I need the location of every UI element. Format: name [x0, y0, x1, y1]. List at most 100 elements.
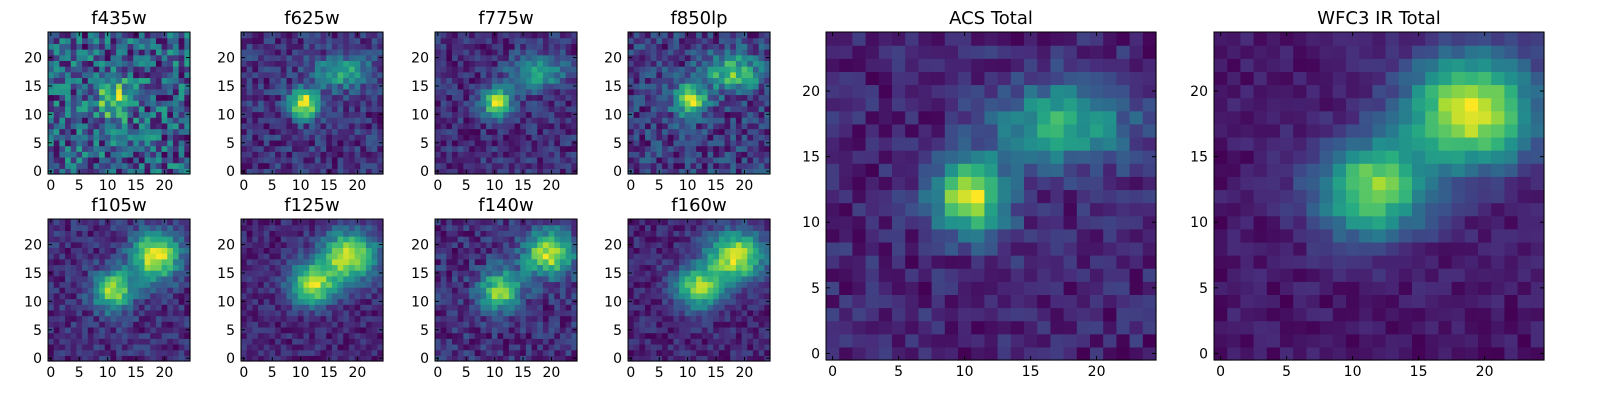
- heatmap-cell: [292, 241, 299, 248]
- heatmap-cell: [82, 253, 89, 260]
- heatmap-cell: [690, 88, 697, 96]
- heatmap-cell: [520, 88, 527, 96]
- heatmap-cell: [87, 355, 95, 362]
- heatmap-cell: [184, 321, 191, 328]
- heatmap-cell: [491, 332, 499, 339]
- heatmap-cell: [747, 88, 754, 96]
- heatmap-cell: [554, 122, 561, 130]
- heatmap-cell: [633, 43, 640, 50]
- heatmap-cell: [246, 224, 253, 231]
- x-tick-label: 15: [514, 178, 532, 194]
- heatmap-cell: [656, 156, 663, 164]
- heatmap-cell: [491, 270, 499, 277]
- heatmap-cell: [70, 162, 77, 169]
- heatmap-cell: [565, 355, 572, 362]
- heatmap-cell: [469, 247, 476, 254]
- heatmap-cell: [53, 230, 60, 237]
- heatmap-cell: [65, 326, 72, 334]
- heatmap-cell: [730, 309, 737, 317]
- heatmap-cell: [508, 292, 516, 300]
- heatmap-cell: [469, 111, 476, 118]
- heatmap-cell: [144, 355, 151, 362]
- heatmap-cell: [292, 264, 299, 271]
- y-tick-label: 20: [217, 238, 235, 254]
- heatmap-cell: [275, 105, 282, 113]
- heatmap-cell: [292, 298, 299, 305]
- heatmap-cell: [292, 326, 299, 334]
- heatmap-cell: [116, 94, 123, 101]
- heatmap-cell: [155, 145, 163, 152]
- heatmap-cell: [730, 77, 737, 84]
- heatmap-cell: [730, 338, 737, 345]
- heatmap-cell: [537, 247, 544, 254]
- heatmap-cell: [508, 139, 516, 147]
- heatmap-cell: [87, 338, 95, 345]
- heatmap-cell: [246, 292, 253, 300]
- heatmap-cell: [486, 253, 493, 260]
- heatmap-cell: [360, 139, 367, 147]
- heatmap-cell: [537, 128, 544, 135]
- heatmap-cell: [82, 37, 89, 44]
- heatmap-cell: [718, 275, 726, 283]
- heatmap-cell: [474, 94, 482, 101]
- heatmap-cell: [87, 253, 95, 260]
- heatmap-cell: [656, 309, 663, 317]
- heatmap-cell: [331, 134, 339, 141]
- heatmap-cell: [503, 298, 510, 305]
- heatmap-cell: [701, 105, 709, 113]
- heatmap-cell: [497, 32, 504, 39]
- heatmap-cell: [144, 83, 151, 90]
- heatmap-cell: [82, 304, 89, 311]
- heatmap-cell: [645, 304, 652, 311]
- heatmap-cell: [684, 37, 692, 44]
- heatmap-cell: [628, 287, 635, 294]
- heatmap-cell: [662, 60, 669, 67]
- heatmap-cell: [440, 326, 447, 334]
- heatmap-cell: [93, 54, 100, 61]
- heatmap-cell: [486, 122, 493, 130]
- heatmap-cell: [650, 355, 657, 362]
- heatmap-cell: [320, 304, 327, 311]
- heatmap-cell: [520, 253, 527, 260]
- heatmap-cell: [554, 83, 561, 90]
- heatmap-cell: [354, 309, 361, 317]
- heatmap-cell: [297, 71, 305, 79]
- heatmap-cell: [701, 338, 709, 345]
- heatmap-cell: [690, 326, 697, 334]
- heatmap-cell: [758, 338, 765, 345]
- heatmap-cell: [121, 117, 129, 124]
- heatmap-cell: [116, 241, 123, 248]
- heatmap-cell: [167, 236, 174, 243]
- heatmap-cell: [280, 71, 288, 79]
- heatmap-cell: [172, 321, 180, 328]
- heatmap-cell: [138, 338, 146, 345]
- heatmap-cell: [121, 151, 129, 158]
- heatmap-cell: [292, 134, 299, 141]
- heatmap-cell: [554, 94, 561, 101]
- heatmap-cell: [469, 343, 476, 351]
- heatmap-cell: [314, 338, 322, 345]
- heatmap-cell: [440, 355, 447, 362]
- heatmap-cell: [452, 122, 459, 130]
- heatmap-cell: [514, 292, 521, 300]
- heatmap-cell: [354, 94, 361, 101]
- heatmap-cell: [263, 71, 270, 79]
- heatmap-cell: [360, 54, 367, 61]
- heatmap-cell: [269, 349, 276, 356]
- heatmap-cell: [246, 43, 253, 50]
- heatmap-cell: [525, 224, 533, 231]
- heatmap-cell: [167, 71, 174, 79]
- heatmap-cell: [309, 224, 316, 231]
- heatmap-cell: [497, 315, 504, 322]
- heatmap-cell: [241, 258, 248, 266]
- heatmap-cell: [571, 264, 578, 271]
- heatmap-cell: [656, 304, 663, 311]
- heatmap-cell: [718, 32, 726, 39]
- heatmap-cell: [508, 43, 516, 50]
- heatmap-cell: [531, 151, 538, 158]
- heatmap-cell: [155, 349, 163, 356]
- heatmap-cell: [150, 241, 157, 248]
- heatmap-cell: [76, 315, 83, 322]
- heatmap-cell: [360, 326, 367, 334]
- heatmap-cell: [542, 241, 550, 248]
